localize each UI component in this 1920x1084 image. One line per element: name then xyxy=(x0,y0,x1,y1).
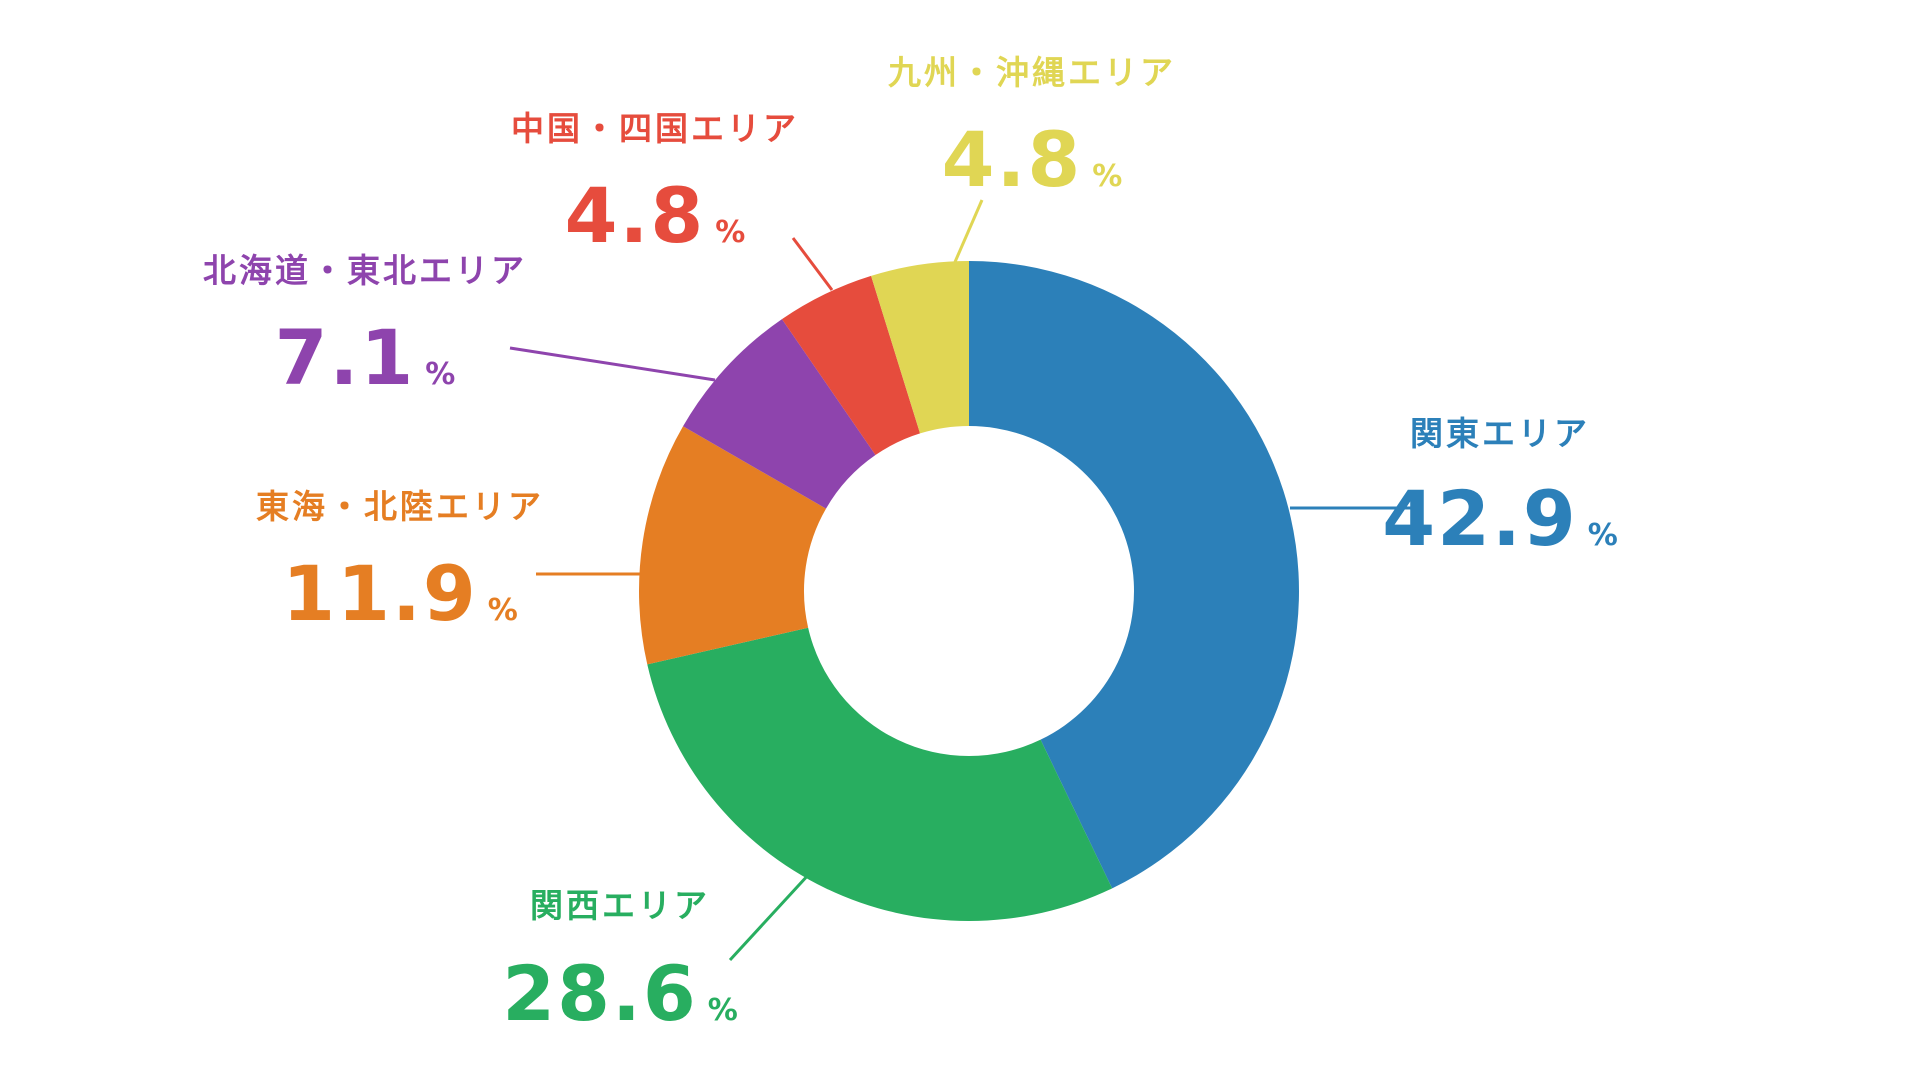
slice-value-label: 7.1% xyxy=(275,313,456,402)
slice-value: 11.9 xyxy=(282,549,478,638)
slice-label: 東海・北陸エリア xyxy=(256,487,544,526)
donut-slice xyxy=(969,261,1299,889)
slice-value-label: 4.8% xyxy=(565,171,746,260)
slice-value: 42.9 xyxy=(1382,474,1578,563)
slice-label: 北海道・東北エリア xyxy=(203,251,527,290)
slice-unit: % xyxy=(425,357,455,392)
leader-line xyxy=(728,871,812,962)
slice-value-label: 4.8% xyxy=(942,115,1123,204)
leader-line xyxy=(953,199,984,263)
slice-label: 関西エリア xyxy=(530,886,710,925)
leader-line xyxy=(791,237,834,291)
leader-line xyxy=(509,346,716,382)
slice-label: 中国・四国エリア xyxy=(511,109,799,148)
slice-unit: % xyxy=(708,993,738,1028)
slice-value-label: 28.6% xyxy=(502,949,738,1038)
slice-value: 28.6 xyxy=(502,949,698,1038)
slice-value: 7.1 xyxy=(275,313,416,402)
donut-slice xyxy=(683,319,876,509)
slice-label: 九州・沖縄エリア xyxy=(888,53,1176,92)
slice-unit: % xyxy=(1588,518,1618,553)
slice-unit: % xyxy=(1092,159,1122,194)
donut-slice xyxy=(647,627,1113,921)
slice-value-label: 11.9% xyxy=(282,549,518,638)
donut-slice xyxy=(781,275,921,456)
donut-slice xyxy=(639,426,827,665)
donut-slice xyxy=(871,261,969,434)
slice-value: 4.8 xyxy=(942,115,1083,204)
slice-unit: % xyxy=(488,593,518,628)
slice-value: 4.8 xyxy=(565,171,706,260)
slice-unit: % xyxy=(715,215,745,250)
slice-label: 関東エリア xyxy=(1410,414,1590,453)
slice-value-label: 42.9% xyxy=(1382,474,1618,563)
